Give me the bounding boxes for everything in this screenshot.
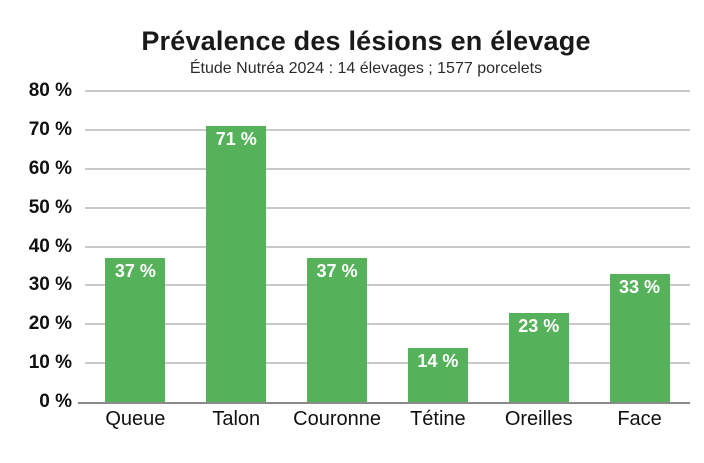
- bar: 14 %: [407, 347, 468, 402]
- gridline: [85, 245, 690, 248]
- x-category-label: Oreilles: [504, 408, 573, 430]
- bar: 71 %: [206, 126, 267, 402]
- y-axis-labels: 80 % 70 % 60 % 50 % 40 % 30 % 20 % 10 % 0 %: [0, 80, 72, 412]
- plot-area: 37 % 71 % 37 % 14 % 23 % 33 %: [78, 90, 690, 404]
- bars: 37 % 71 % 37 % 14 % 23 % 33 %: [85, 91, 690, 402]
- y-tick-label: 10 %: [28, 352, 72, 374]
- bar: 37 %: [307, 258, 368, 402]
- chart-title: Prévalence des lésions en élevage: [141, 26, 591, 56]
- bar: 33 %: [609, 273, 670, 402]
- bar-value-label: 71 %: [215, 129, 257, 149]
- bar-value-label: 37 %: [316, 261, 358, 282]
- chart-subtitle: Étude Nutréa 2024 : 14 élevages ; 1577 p…: [189, 60, 543, 77]
- gridline: [85, 284, 690, 287]
- bar-value-label: 37 %: [114, 261, 156, 282]
- y-tick-label: 80 %: [28, 80, 72, 101]
- bar-slot: 23 %: [488, 91, 589, 402]
- x-category-label: Talon: [212, 408, 261, 430]
- bar-value-label: 23 %: [518, 315, 560, 336]
- gridline: [85, 323, 690, 326]
- bar: 23 %: [508, 312, 569, 402]
- gridline: [85, 128, 690, 131]
- y-tick-label: 70 %: [28, 118, 72, 140]
- bar: 37 %: [105, 258, 166, 402]
- gridline: [85, 206, 690, 209]
- gridline: [85, 90, 690, 92]
- bar-value-label: 33 %: [619, 276, 661, 297]
- x-category-label: Couronne: [293, 408, 381, 430]
- gridline: [85, 167, 690, 170]
- bar-slot: 71 %: [186, 91, 287, 402]
- bar-slot: 37 %: [287, 91, 388, 402]
- y-tick-label: 20 %: [28, 313, 72, 335]
- gridline: [85, 362, 690, 365]
- x-axis-labels: Queue Talon Couronne Tétine Oreilles Face: [85, 408, 690, 431]
- y-tick-label: 0 %: [39, 391, 72, 412]
- bar-value-label: 14 %: [417, 350, 459, 371]
- x-category-label: Tétine: [410, 408, 466, 430]
- y-tick-label: 30 %: [28, 274, 72, 296]
- y-tick-label: 60 %: [28, 157, 72, 179]
- x-axis-baseline: [78, 402, 690, 404]
- bar-slot: 33 %: [589, 91, 690, 402]
- y-tick-label: 50 %: [28, 196, 72, 218]
- y-tick-label: 40 %: [28, 235, 72, 257]
- bar-slot: 14 %: [387, 91, 488, 402]
- x-category-label: Queue: [105, 408, 166, 430]
- bar-slot: 37 %: [85, 91, 186, 402]
- x-category-label: Face: [617, 408, 662, 430]
